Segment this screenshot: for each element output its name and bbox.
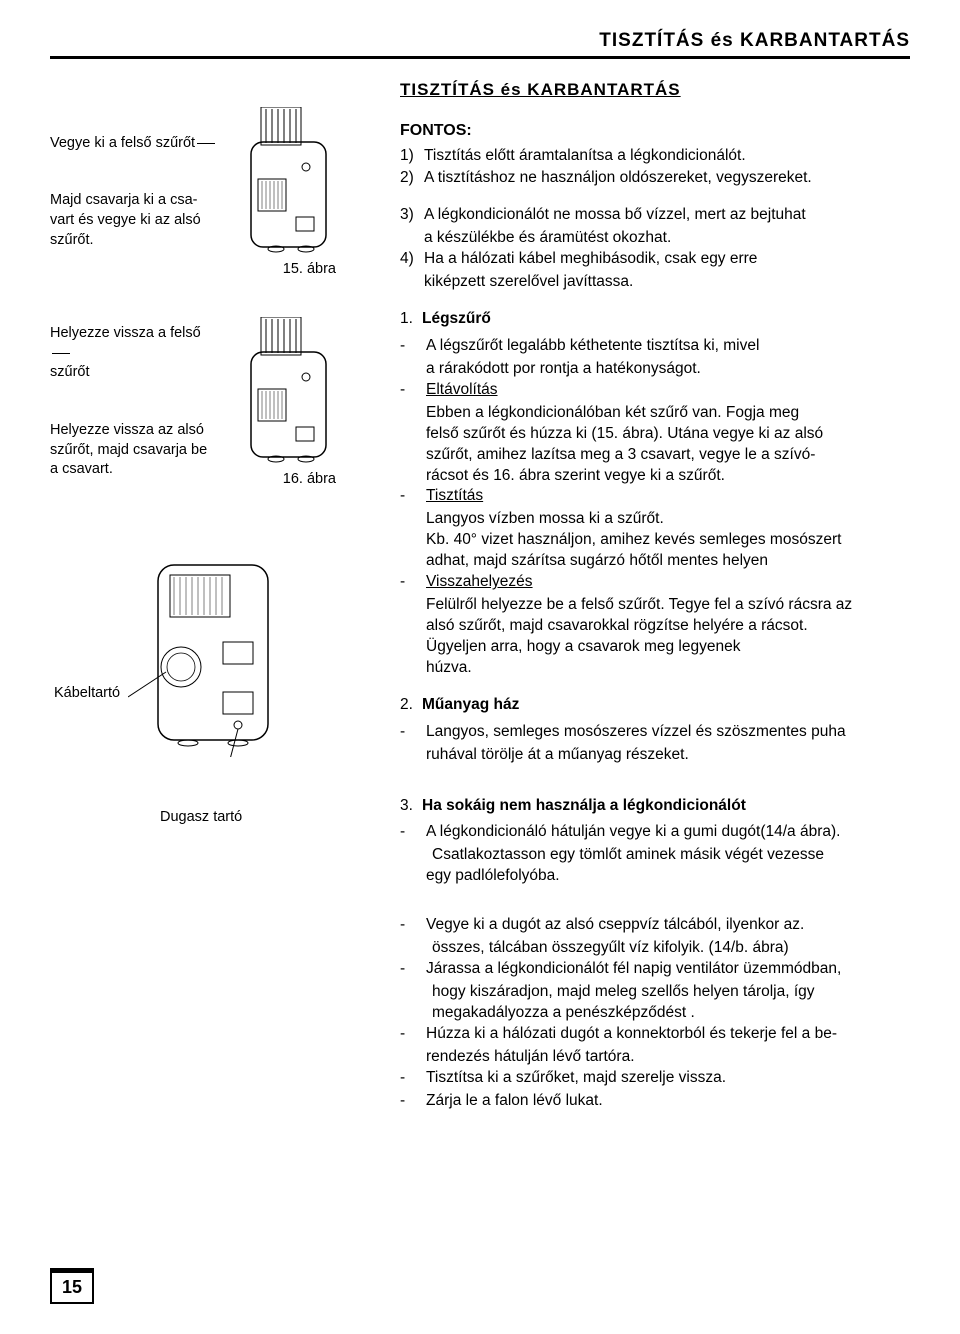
s1-bullet-2: - Eltávolítás	[400, 380, 910, 401]
left-column: Vegye ki a felső szűrőt Majd csavarja ki…	[50, 79, 380, 1113]
section-subheading: TISZTÍTÁS és KARBANTARTÁS	[400, 79, 910, 102]
main-content: Vegye ki a felső szűrőt Majd csavarja ki…	[50, 79, 910, 1113]
fig16-caption: 16. ábra	[226, 471, 346, 487]
s3-bullet-2: - Vegye ki a dugót az alsó cseppvíz tálc…	[400, 915, 910, 936]
fig17-plug-label: Dugasz tartó	[160, 809, 242, 825]
fig16-label-bottom: Helyezze vissza az alsó szűrőt, majd csa…	[50, 421, 220, 480]
s2-bullet-1: - Langyos, semleges mosószeres vízzel és…	[400, 722, 910, 743]
s3-bullet-3: - Járassa a légkondicionálót fél napig v…	[400, 959, 910, 980]
fig15-caption: 15. ábra	[226, 261, 346, 277]
section-3-heading: 3. Ha sokáig nem használja a légkondicio…	[400, 796, 910, 817]
s3-bullet-1: - A légkondicionáló hátulján vegye ki a …	[400, 822, 910, 843]
important-list: 1)Tisztítás előtt áramtalanítsa a légkon…	[400, 146, 910, 294]
figure-17-block: Kábeltartó Dugasz tartó	[50, 547, 380, 825]
s3-bullet-6: - Zárja le a falon lévő lukat.	[400, 1091, 910, 1112]
fig16-label-top: Helyezze vissza a felső szűrőt	[50, 324, 220, 383]
ac-unit-icon	[226, 107, 346, 257]
section-1-heading: 1. Légszűrő	[400, 309, 910, 330]
important-label: FONTOS:	[400, 120, 910, 142]
figure-16-block: Helyezze vissza a felső szűrőt Helyezze …	[50, 317, 380, 487]
s3-bullet-4: - Húzza ki a hálózati dugót a konnektorb…	[400, 1024, 910, 1045]
fig15-label-top: Vegye ki a felső szűrőt	[50, 134, 220, 154]
fig17-cable-label: Kábeltartó	[54, 685, 120, 763]
page-header-title: TISZTÍTÁS és KARBANTARTÁS	[50, 30, 910, 52]
section-2-heading: 2. Műanyag ház	[400, 695, 910, 716]
figure-15-block: Vegye ki a felső szűrőt Majd csavarja ki…	[50, 107, 380, 277]
s3-bullet-5: - Tisztítsa ki a szűrőket, majd szerelje…	[400, 1068, 910, 1089]
ac-unit-icon	[226, 317, 346, 467]
page-number: 15	[50, 1268, 94, 1304]
right-column: TISZTÍTÁS és KARBANTARTÁS FONTOS: 1)Tisz…	[400, 79, 910, 1113]
header-rule	[50, 56, 910, 59]
fig15-label-bottom: Majd csavarja ki a csa- vart és vegye ki…	[50, 191, 220, 250]
s1-bullet-4: - Visszahelyezés	[400, 572, 910, 593]
s1-bullet-3: - Tisztítás	[400, 486, 910, 507]
ac-unit-rear-icon	[128, 547, 298, 757]
s1-bullet-1: - A légszűrőt legalább kéthetente tisztí…	[400, 336, 910, 357]
